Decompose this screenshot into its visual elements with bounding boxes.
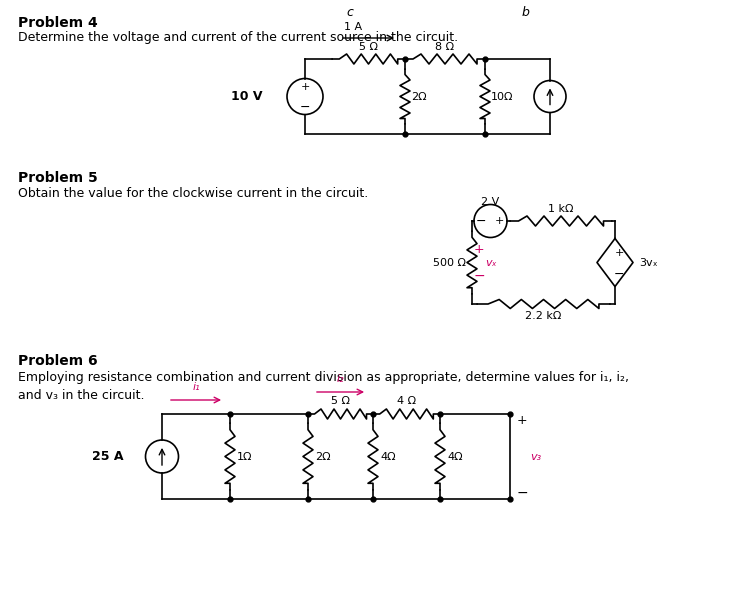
Text: 2 V: 2 V bbox=[482, 197, 500, 207]
Text: −: − bbox=[300, 101, 310, 114]
Text: v₃: v₃ bbox=[530, 451, 541, 462]
Text: 2Ω: 2Ω bbox=[411, 91, 427, 102]
Text: −: − bbox=[613, 268, 625, 281]
Text: Problem 5: Problem 5 bbox=[18, 171, 98, 185]
Text: 3vₓ: 3vₓ bbox=[639, 258, 658, 267]
Text: −: − bbox=[475, 214, 485, 228]
Text: 500 Ω: 500 Ω bbox=[433, 258, 466, 267]
Text: 8 Ω: 8 Ω bbox=[435, 42, 454, 52]
Text: 2.2 kΩ: 2.2 kΩ bbox=[525, 311, 562, 321]
Text: 5 Ω: 5 Ω bbox=[331, 396, 350, 406]
Text: 10Ω: 10Ω bbox=[491, 91, 514, 102]
Text: +: + bbox=[495, 216, 504, 226]
Text: 4 Ω: 4 Ω bbox=[397, 396, 416, 406]
Text: i₁: i₁ bbox=[192, 382, 200, 392]
Text: 4Ω: 4Ω bbox=[380, 451, 396, 462]
Text: Employing resistance combination and current division as appropriate, determine : Employing resistance combination and cur… bbox=[18, 371, 629, 384]
Text: 25 A: 25 A bbox=[92, 450, 124, 463]
Text: +: + bbox=[614, 247, 624, 258]
Text: +: + bbox=[300, 82, 309, 93]
Text: c: c bbox=[346, 6, 354, 19]
Text: and v₃ in the circuit.: and v₃ in the circuit. bbox=[18, 389, 144, 402]
Text: Obtain the value for the clockwise current in the circuit.: Obtain the value for the clockwise curre… bbox=[18, 187, 369, 200]
Text: b: b bbox=[521, 6, 529, 19]
Text: Determine the voltage and current of the current source in the circuit.: Determine the voltage and current of the… bbox=[18, 31, 458, 44]
Text: +: + bbox=[517, 414, 528, 426]
Text: 1Ω: 1Ω bbox=[237, 451, 252, 462]
Text: 1 kΩ: 1 kΩ bbox=[548, 204, 574, 214]
Text: 1 A: 1 A bbox=[344, 22, 362, 32]
Text: Problem 6: Problem 6 bbox=[18, 354, 98, 368]
Text: −: − bbox=[473, 269, 485, 283]
Text: +: + bbox=[474, 243, 484, 256]
Text: −: − bbox=[517, 486, 528, 500]
Text: 2Ω: 2Ω bbox=[315, 451, 331, 462]
Text: i₂: i₂ bbox=[337, 374, 344, 384]
Text: 5 Ω: 5 Ω bbox=[359, 42, 378, 52]
Text: 10 V: 10 V bbox=[232, 90, 263, 103]
Text: vₓ: vₓ bbox=[485, 258, 497, 267]
Text: Problem 4: Problem 4 bbox=[18, 16, 98, 30]
Text: 4Ω: 4Ω bbox=[447, 451, 462, 462]
